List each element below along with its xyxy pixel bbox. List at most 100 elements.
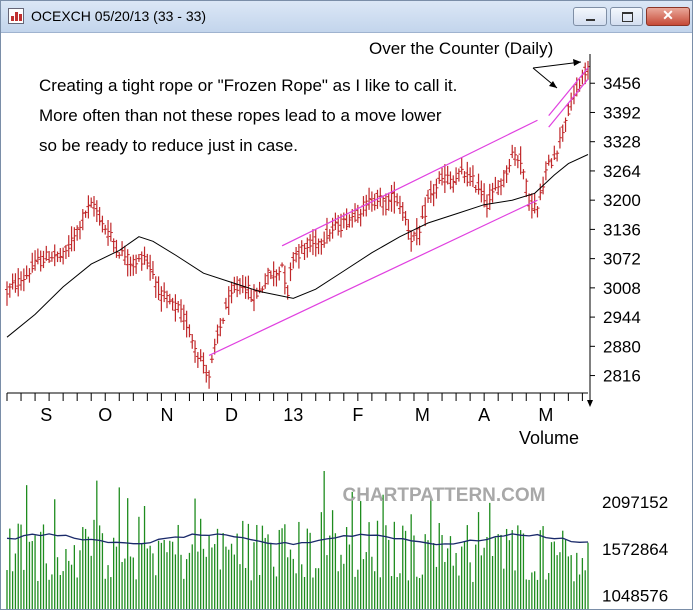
price-tick-label: 3392	[603, 103, 641, 122]
price-bar	[395, 193, 400, 207]
price-bar	[38, 250, 43, 272]
price-bar	[7, 283, 12, 298]
price-bar	[560, 124, 565, 142]
price-bar	[442, 164, 447, 194]
minimize-icon	[586, 19, 595, 21]
price-bar	[350, 208, 355, 228]
price-bar	[414, 218, 419, 246]
price-bar	[139, 251, 144, 271]
price-bar	[193, 340, 198, 363]
price-bar	[507, 158, 512, 173]
price-bar	[156, 276, 161, 301]
price-bar	[428, 180, 433, 203]
price-bar	[487, 183, 492, 211]
price-bar	[434, 178, 439, 199]
price-bar	[134, 254, 139, 274]
price-bar	[212, 338, 217, 355]
maximize-button[interactable]	[610, 7, 643, 26]
price-bar	[299, 240, 304, 254]
price-bar	[333, 212, 338, 231]
price-bar	[555, 150, 560, 162]
price-bar	[190, 334, 195, 349]
price-bar	[187, 324, 192, 338]
price-bar	[355, 204, 360, 223]
price-bar	[249, 288, 254, 303]
price-bar	[310, 229, 315, 256]
price-bar	[535, 206, 540, 218]
price-bar	[131, 254, 136, 276]
price-bar	[97, 207, 102, 226]
price-bar	[386, 192, 391, 211]
price-bar	[364, 194, 369, 217]
chart-area: 2816 2880 2944 3008 3072 3136 3200 3264 3328 3392…	[5, 39, 668, 609]
price-bar	[459, 157, 464, 175]
price-bar	[426, 189, 431, 203]
price-bar	[543, 161, 548, 181]
price-bar	[128, 256, 133, 277]
minimize-button[interactable]	[573, 7, 607, 26]
price-bar	[5, 281, 9, 306]
price-bar	[445, 165, 450, 185]
volume-average-line	[6, 533, 589, 546]
price-bar	[209, 355, 214, 364]
price-bar	[201, 352, 206, 374]
price-bar	[153, 276, 158, 298]
price-bar	[479, 180, 484, 203]
close-button[interactable]: ✕	[646, 7, 690, 26]
price-bar	[409, 230, 414, 252]
price-bar	[490, 182, 495, 203]
price-bar	[431, 184, 436, 207]
price-bar	[142, 246, 147, 265]
time-tick-label: S	[40, 405, 52, 425]
price-bar	[30, 252, 35, 273]
price-bar	[282, 265, 287, 295]
price-bar	[80, 209, 85, 231]
price-plot	[5, 60, 590, 389]
price-bar	[21, 268, 26, 292]
maximize-icon	[622, 12, 633, 22]
price-bar	[473, 184, 478, 193]
price-bar	[465, 161, 470, 187]
price-bar	[167, 293, 172, 305]
price-bar	[10, 273, 15, 290]
price-bar	[316, 238, 321, 255]
window-title: OCEXCH 05/20/13 (33 - 33)	[31, 8, 207, 24]
price-bar	[532, 192, 537, 214]
price-bar	[63, 244, 68, 259]
chart-label: Over the Counter (Daily)	[369, 39, 553, 58]
title-bar[interactable]: OCEXCH 05/20/13 (33 - 33) ✕	[1, 1, 692, 33]
price-bar	[33, 250, 38, 271]
price-bar	[66, 235, 71, 257]
price-bar	[454, 167, 459, 185]
price-bar	[237, 278, 242, 295]
price-axis: 2816 2880 2944 3008 3072 3136 3200 3264 3328 3392…	[587, 54, 641, 407]
time-tick-label: D	[225, 405, 238, 425]
price-bar	[263, 273, 268, 289]
price-bar	[100, 215, 105, 233]
price-bar	[389, 184, 394, 212]
comment-line-2: More often than not these ropes lead to …	[39, 106, 442, 125]
price-bar	[524, 178, 529, 198]
price-bar	[510, 144, 515, 159]
price-bar	[484, 194, 489, 218]
price-bar	[89, 197, 94, 208]
price-bar	[44, 245, 49, 261]
price-bar	[440, 167, 445, 186]
channel-line-1	[208, 199, 538, 357]
price-bar	[83, 210, 88, 218]
price-bar	[16, 268, 21, 297]
price-bar	[538, 183, 543, 201]
channel-line-3	[548, 67, 589, 117]
price-bar	[195, 352, 200, 368]
price-bar	[518, 146, 523, 175]
price-bar	[308, 234, 313, 253]
pointer-arrowhead-upper	[573, 59, 581, 66]
price-bar	[322, 231, 327, 248]
price-bar	[277, 266, 282, 281]
price-bar	[159, 286, 164, 312]
price-bar	[35, 248, 40, 265]
price-bar	[218, 318, 223, 337]
price-tick-label: 3264	[603, 162, 641, 181]
price-bar	[296, 243, 301, 269]
